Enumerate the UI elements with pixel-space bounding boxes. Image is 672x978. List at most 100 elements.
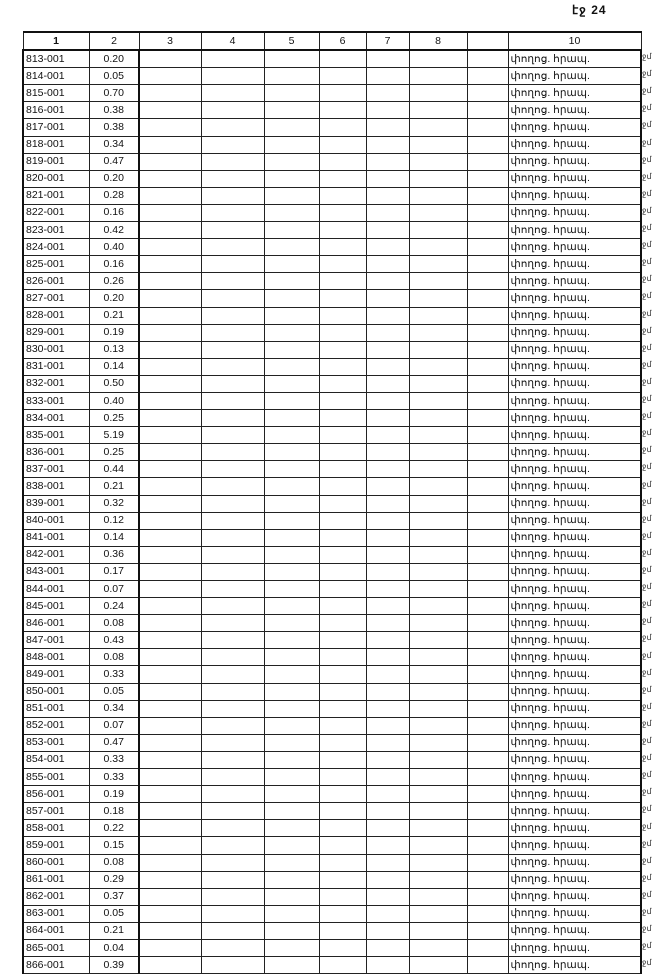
empty-cell bbox=[200, 699, 265, 718]
empty-cell bbox=[408, 785, 468, 804]
area-value: 0.05 bbox=[88, 904, 140, 923]
margin-mark: ջմ bbox=[642, 736, 652, 745]
margin-mark: ջմ bbox=[642, 359, 652, 369]
note-cell: փողոց. հրապ. bbox=[507, 84, 642, 103]
empty-cell bbox=[408, 272, 468, 291]
empty-cell bbox=[408, 733, 468, 752]
note-cell: փողոց. հրապ. bbox=[507, 648, 642, 667]
margin-mark: ջմ bbox=[642, 154, 652, 164]
empty-cell bbox=[408, 340, 468, 359]
empty-cell bbox=[263, 118, 320, 137]
margin-mark: ջմ bbox=[642, 69, 652, 79]
parcel-id: 838-001 bbox=[22, 477, 90, 496]
margin-mark: ջմ bbox=[642, 582, 652, 592]
empty-cell bbox=[466, 101, 509, 120]
empty-cell bbox=[138, 562, 202, 582]
area-value: 0.08 bbox=[88, 614, 140, 633]
margin-mark: ջմ bbox=[642, 462, 652, 472]
empty-cell bbox=[408, 904, 468, 923]
empty-cell bbox=[138, 699, 202, 718]
empty-cell bbox=[466, 921, 509, 940]
empty-cell bbox=[408, 409, 468, 428]
parcel-id: 828-001 bbox=[22, 306, 90, 325]
empty-cell bbox=[466, 255, 509, 274]
empty-cell bbox=[466, 904, 509, 923]
empty-cell bbox=[466, 511, 509, 530]
empty-cell bbox=[263, 665, 320, 684]
area-value: 0.38 bbox=[88, 101, 140, 120]
empty-cell bbox=[365, 750, 410, 770]
empty-cell bbox=[408, 306, 468, 325]
empty-cell bbox=[466, 84, 509, 103]
area-value: 0.07 bbox=[88, 716, 140, 735]
empty-cell bbox=[365, 938, 410, 958]
empty-cell bbox=[365, 785, 410, 804]
area-value: 0.16 bbox=[88, 255, 140, 274]
parcel-id: 857-001 bbox=[22, 802, 90, 821]
parcel-id: 823-001 bbox=[22, 221, 90, 240]
empty-cell bbox=[318, 750, 367, 770]
empty-cell bbox=[200, 750, 265, 770]
empty-cell bbox=[263, 67, 320, 86]
empty-cell bbox=[263, 614, 320, 633]
empty-cell bbox=[466, 374, 509, 393]
empty-cell bbox=[365, 870, 410, 889]
empty-cell bbox=[138, 49, 202, 69]
parcel-id: 820-001 bbox=[22, 169, 90, 188]
empty-cell bbox=[466, 836, 509, 855]
empty-cell bbox=[138, 853, 202, 872]
empty-cell bbox=[138, 887, 202, 906]
empty-cell bbox=[263, 768, 320, 787]
note-cell: փողոց. հրապ. bbox=[507, 682, 642, 701]
empty-cell bbox=[263, 836, 320, 855]
empty-cell bbox=[263, 579, 320, 599]
note-cell: փողոց. հրապ. bbox=[507, 956, 642, 975]
margin-mark: ջմ bbox=[642, 958, 652, 968]
table-row: 823-001 0.42 փողոց. հրապ. bbox=[22, 221, 642, 240]
empty-cell bbox=[318, 785, 367, 804]
margin-mark: ջմ bbox=[642, 376, 652, 386]
empty-cell bbox=[408, 562, 468, 582]
area-value: 0.25 bbox=[88, 443, 140, 462]
empty-cell bbox=[466, 716, 509, 735]
parcel-id: 819-001 bbox=[22, 152, 90, 171]
table-row: 813-001 0.20 փողոց. հրապ. bbox=[22, 49, 642, 69]
margin-mark: ջմ bbox=[642, 479, 652, 489]
area-value: 0.14 bbox=[88, 528, 140, 547]
empty-cell bbox=[408, 750, 468, 770]
empty-cell bbox=[466, 528, 509, 547]
empty-cell bbox=[466, 238, 509, 257]
margin-mark: ջմ bbox=[642, 496, 652, 506]
area-value: 0.47 bbox=[88, 733, 140, 752]
table-row: 834-001 0.25 փողոց. հրապ. bbox=[22, 409, 642, 428]
empty-cell bbox=[365, 511, 410, 530]
area-value: 0.20 bbox=[88, 169, 140, 188]
margin-mark: ջմ bbox=[642, 872, 652, 882]
column-header: 2 bbox=[88, 30, 140, 52]
empty-cell bbox=[138, 511, 202, 530]
parcel-id: 848-001 bbox=[22, 648, 90, 667]
empty-cell bbox=[200, 579, 265, 599]
margin-mark: ջմ bbox=[642, 633, 652, 643]
empty-cell bbox=[138, 921, 202, 940]
empty-cell bbox=[138, 528, 202, 547]
empty-cell bbox=[263, 921, 320, 940]
parcel-id: 844-001 bbox=[22, 579, 90, 599]
empty-cell bbox=[318, 460, 367, 479]
empty-cell bbox=[365, 221, 410, 240]
empty-cell bbox=[138, 289, 202, 308]
column-header: 4 bbox=[200, 30, 265, 52]
empty-cell bbox=[263, 426, 320, 445]
note-cell: փողոց. հրապ. bbox=[507, 853, 642, 872]
empty-cell bbox=[263, 785, 320, 804]
empty-cell bbox=[318, 648, 367, 667]
note-cell: փողոց. հրապ. bbox=[507, 374, 642, 393]
empty-cell bbox=[200, 238, 265, 257]
empty-cell bbox=[138, 870, 202, 889]
table-row: 815-001 0.70 փողոց. հրապ. bbox=[22, 84, 642, 103]
margin-mark: ջմ bbox=[642, 308, 652, 318]
empty-cell bbox=[318, 528, 367, 547]
area-value: 0.36 bbox=[88, 545, 140, 564]
empty-cell bbox=[408, 545, 468, 564]
note-cell: փողոց. հրապ. bbox=[507, 203, 642, 223]
